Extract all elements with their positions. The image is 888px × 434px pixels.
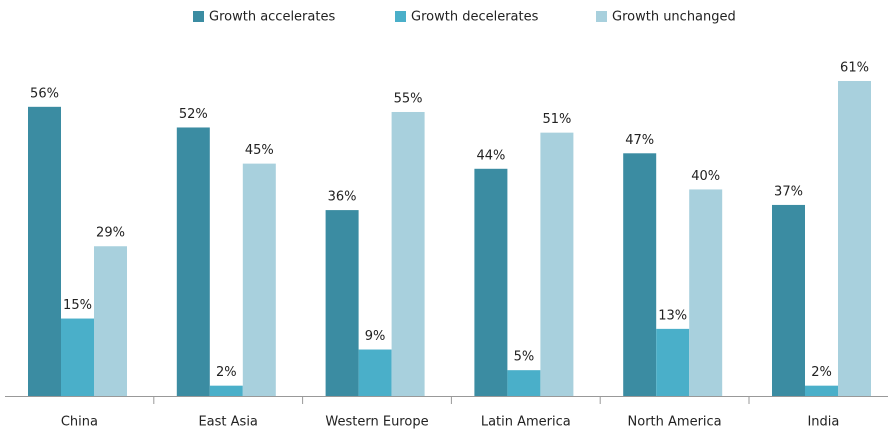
value-label: 56% — [30, 86, 59, 101]
bar — [507, 370, 541, 396]
bar — [540, 132, 574, 396]
value-label: 47% — [625, 133, 654, 148]
bar — [838, 81, 871, 396]
bar — [689, 189, 723, 396]
value-label: 40% — [691, 169, 720, 184]
value-label: 13% — [658, 308, 687, 323]
legend-label: Growth accelerates — [209, 10, 335, 25]
x-tick-label: Latin America — [481, 415, 571, 430]
value-label: 55% — [394, 91, 423, 106]
value-label: 45% — [245, 143, 274, 158]
bar — [391, 111, 425, 396]
bar — [656, 328, 690, 396]
legend-swatch — [395, 11, 406, 22]
x-tick-label: China — [61, 415, 98, 430]
bar — [209, 385, 243, 396]
value-label: 2% — [811, 365, 832, 380]
x-tick-label: East Asia — [198, 415, 257, 430]
bar — [61, 318, 94, 396]
value-label: 51% — [542, 112, 571, 127]
value-label: 61% — [840, 61, 869, 76]
value-label: 15% — [63, 298, 92, 313]
value-label: 37% — [774, 184, 803, 199]
value-label: 2% — [216, 365, 237, 380]
bar — [623, 153, 657, 396]
legend-label: Growth unchanged — [612, 10, 736, 25]
legend-label: Growth decelerates — [411, 10, 539, 25]
bar — [94, 246, 127, 396]
value-label: 5% — [514, 350, 535, 365]
x-tick-label: North America — [628, 415, 722, 430]
bar — [358, 349, 392, 396]
bar — [325, 210, 359, 396]
bar — [28, 106, 61, 396]
bar — [474, 168, 508, 396]
bar — [176, 127, 210, 397]
value-label: 52% — [179, 107, 208, 122]
legend-swatch — [596, 11, 607, 22]
x-tick-label: India — [807, 415, 839, 430]
bar — [805, 385, 838, 396]
value-label: 36% — [328, 190, 357, 205]
legend-swatch — [193, 11, 204, 22]
value-label: 44% — [476, 148, 505, 163]
bar — [242, 163, 276, 396]
x-tick-label: Western Europe — [325, 415, 428, 430]
bar — [772, 204, 805, 396]
value-label: 29% — [96, 226, 125, 241]
value-label: 9% — [365, 329, 386, 344]
